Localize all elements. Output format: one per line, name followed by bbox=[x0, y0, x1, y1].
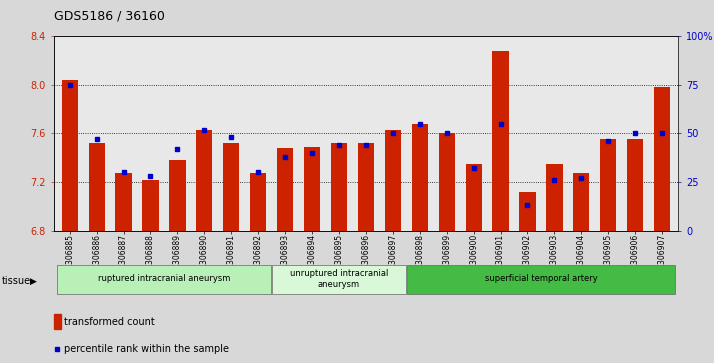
Bar bbox=[223, 143, 239, 231]
Bar bbox=[493, 51, 508, 231]
FancyBboxPatch shape bbox=[407, 265, 675, 294]
Bar bbox=[654, 87, 670, 231]
Text: superficial temporal artery: superficial temporal artery bbox=[485, 274, 598, 284]
Text: ruptured intracranial aneurysm: ruptured intracranial aneurysm bbox=[98, 274, 230, 284]
Bar bbox=[438, 134, 455, 231]
Bar bbox=[573, 174, 590, 231]
Text: tissue: tissue bbox=[2, 276, 31, 286]
Bar bbox=[466, 164, 482, 231]
Bar bbox=[600, 139, 616, 231]
Bar bbox=[519, 192, 536, 231]
Bar bbox=[54, 314, 61, 329]
Text: ▶: ▶ bbox=[30, 277, 37, 286]
Bar bbox=[61, 80, 78, 231]
Text: percentile rank within the sample: percentile rank within the sample bbox=[64, 344, 229, 354]
Bar bbox=[89, 143, 105, 231]
Bar bbox=[142, 180, 159, 231]
Bar bbox=[546, 164, 563, 231]
Text: transformed count: transformed count bbox=[64, 317, 155, 327]
Bar bbox=[627, 139, 643, 231]
Bar bbox=[277, 148, 293, 231]
FancyBboxPatch shape bbox=[272, 265, 406, 294]
Bar bbox=[304, 147, 320, 231]
Bar bbox=[116, 174, 131, 231]
Bar bbox=[412, 124, 428, 231]
Text: GDS5186 / 36160: GDS5186 / 36160 bbox=[54, 9, 164, 22]
FancyBboxPatch shape bbox=[57, 265, 271, 294]
Bar bbox=[196, 130, 213, 231]
Bar bbox=[169, 160, 186, 231]
Bar bbox=[358, 143, 374, 231]
Bar bbox=[250, 174, 266, 231]
Text: unruptured intracranial
aneurysm: unruptured intracranial aneurysm bbox=[290, 269, 388, 289]
Bar bbox=[331, 143, 347, 231]
Bar bbox=[385, 130, 401, 231]
